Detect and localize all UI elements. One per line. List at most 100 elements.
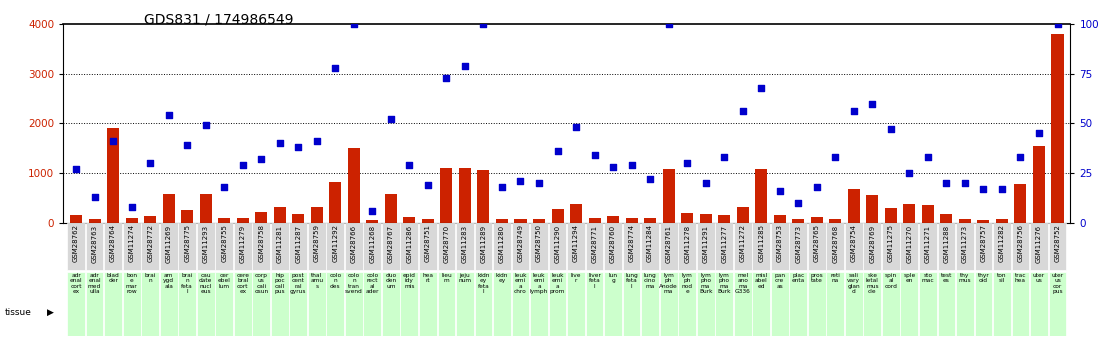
Text: liver
feta
l: liver feta l	[588, 273, 601, 288]
FancyBboxPatch shape	[660, 272, 677, 336]
FancyBboxPatch shape	[679, 272, 696, 336]
Text: GSM28757: GSM28757	[981, 225, 986, 263]
Text: GSM11270: GSM11270	[907, 225, 912, 263]
Point	[382, 117, 400, 122]
FancyBboxPatch shape	[382, 224, 400, 270]
Text: GSM11277: GSM11277	[721, 225, 727, 263]
Bar	[755, 169, 767, 223]
Text: GSM11286: GSM11286	[406, 225, 413, 263]
Text: GSM28753: GSM28753	[777, 225, 783, 263]
FancyBboxPatch shape	[586, 224, 603, 270]
FancyBboxPatch shape	[252, 224, 270, 270]
Text: blad
der: blad der	[106, 273, 120, 283]
Point	[789, 200, 807, 206]
FancyBboxPatch shape	[956, 272, 974, 336]
Text: lym
pho
ma
Burk: lym pho ma Burk	[717, 273, 731, 294]
Text: lym
pho
ma
Burk: lym pho ma Burk	[699, 273, 713, 294]
FancyBboxPatch shape	[900, 272, 918, 336]
Text: GSM28771: GSM28771	[591, 225, 598, 263]
Text: GSM11289: GSM11289	[480, 225, 486, 263]
Text: uter
us
cor
pus: uter us cor pus	[1052, 273, 1064, 294]
FancyBboxPatch shape	[475, 224, 493, 270]
Bar	[256, 211, 267, 223]
FancyBboxPatch shape	[178, 272, 196, 336]
Text: GSM11288: GSM11288	[943, 225, 950, 263]
FancyBboxPatch shape	[420, 224, 437, 270]
Point	[363, 208, 381, 213]
FancyBboxPatch shape	[197, 224, 215, 270]
Text: lung
cino
ma: lung cino ma	[644, 273, 656, 288]
Text: leuk
emi
a
prom: leuk emi a prom	[550, 273, 566, 294]
FancyBboxPatch shape	[289, 272, 307, 336]
FancyBboxPatch shape	[511, 272, 529, 336]
Text: GSM11282: GSM11282	[999, 225, 1005, 263]
Text: GSM28765: GSM28765	[814, 225, 820, 263]
Point	[85, 194, 103, 199]
Bar	[70, 215, 82, 223]
FancyBboxPatch shape	[475, 272, 493, 336]
Bar	[736, 207, 748, 223]
Text: GSM28773: GSM28773	[795, 225, 801, 263]
Bar	[496, 219, 508, 223]
FancyBboxPatch shape	[159, 224, 177, 270]
Text: lun
g: lun g	[609, 273, 618, 283]
Point	[993, 186, 1011, 191]
Text: lung
feta
l: lung feta l	[625, 273, 638, 288]
Bar	[959, 219, 971, 223]
FancyBboxPatch shape	[159, 272, 177, 336]
Point	[863, 101, 881, 106]
Text: GSM28758: GSM28758	[258, 225, 265, 263]
Point	[1012, 154, 1030, 160]
Bar	[1052, 34, 1064, 223]
FancyBboxPatch shape	[623, 224, 641, 270]
Text: cer
ebel
lum: cer ebel lum	[218, 273, 230, 288]
Bar	[532, 219, 545, 223]
Point	[770, 188, 788, 194]
FancyBboxPatch shape	[252, 272, 270, 336]
Text: post
cent
ral
gyrus: post cent ral gyrus	[290, 273, 307, 294]
Text: brai
n
feta
l: brai n feta l	[182, 273, 193, 294]
FancyBboxPatch shape	[660, 224, 677, 270]
Text: GSM11271: GSM11271	[924, 225, 931, 263]
FancyBboxPatch shape	[437, 224, 455, 270]
Bar	[718, 215, 731, 223]
FancyBboxPatch shape	[623, 272, 641, 336]
FancyBboxPatch shape	[845, 224, 862, 270]
FancyBboxPatch shape	[882, 272, 900, 336]
Text: GSM11272: GSM11272	[739, 225, 746, 263]
Text: GSM11293: GSM11293	[203, 225, 209, 263]
Bar	[867, 195, 878, 223]
FancyBboxPatch shape	[734, 272, 752, 336]
Point	[604, 164, 622, 170]
Text: GSM28752: GSM28752	[1055, 225, 1061, 262]
Point	[753, 85, 770, 90]
Text: bon
e
mar
row: bon e mar row	[126, 273, 137, 294]
Bar	[385, 194, 397, 223]
FancyBboxPatch shape	[974, 272, 992, 336]
Text: GSM28760: GSM28760	[610, 225, 617, 263]
FancyBboxPatch shape	[770, 224, 788, 270]
Bar	[996, 219, 1008, 223]
Text: GSM28759: GSM28759	[313, 225, 320, 263]
Text: GSM11290: GSM11290	[555, 225, 560, 263]
Bar	[292, 214, 304, 223]
FancyBboxPatch shape	[345, 224, 363, 270]
Text: plac
enta: plac enta	[792, 273, 805, 283]
FancyBboxPatch shape	[845, 272, 862, 336]
Point	[271, 140, 289, 146]
Point	[493, 184, 510, 190]
FancyBboxPatch shape	[530, 272, 548, 336]
FancyBboxPatch shape	[789, 224, 807, 270]
Bar	[348, 148, 360, 223]
FancyBboxPatch shape	[1012, 224, 1030, 270]
Text: lym
ph
Anode
ma: lym ph Anode ma	[660, 273, 677, 294]
Point	[623, 162, 641, 168]
Point	[216, 184, 234, 190]
Point	[234, 162, 251, 168]
Text: misl
abel
ed: misl abel ed	[755, 273, 767, 288]
Text: GSM11269: GSM11269	[166, 225, 172, 263]
Bar	[237, 218, 249, 223]
Point	[900, 170, 918, 176]
FancyBboxPatch shape	[85, 224, 103, 270]
Text: GSM28772: GSM28772	[147, 225, 153, 263]
